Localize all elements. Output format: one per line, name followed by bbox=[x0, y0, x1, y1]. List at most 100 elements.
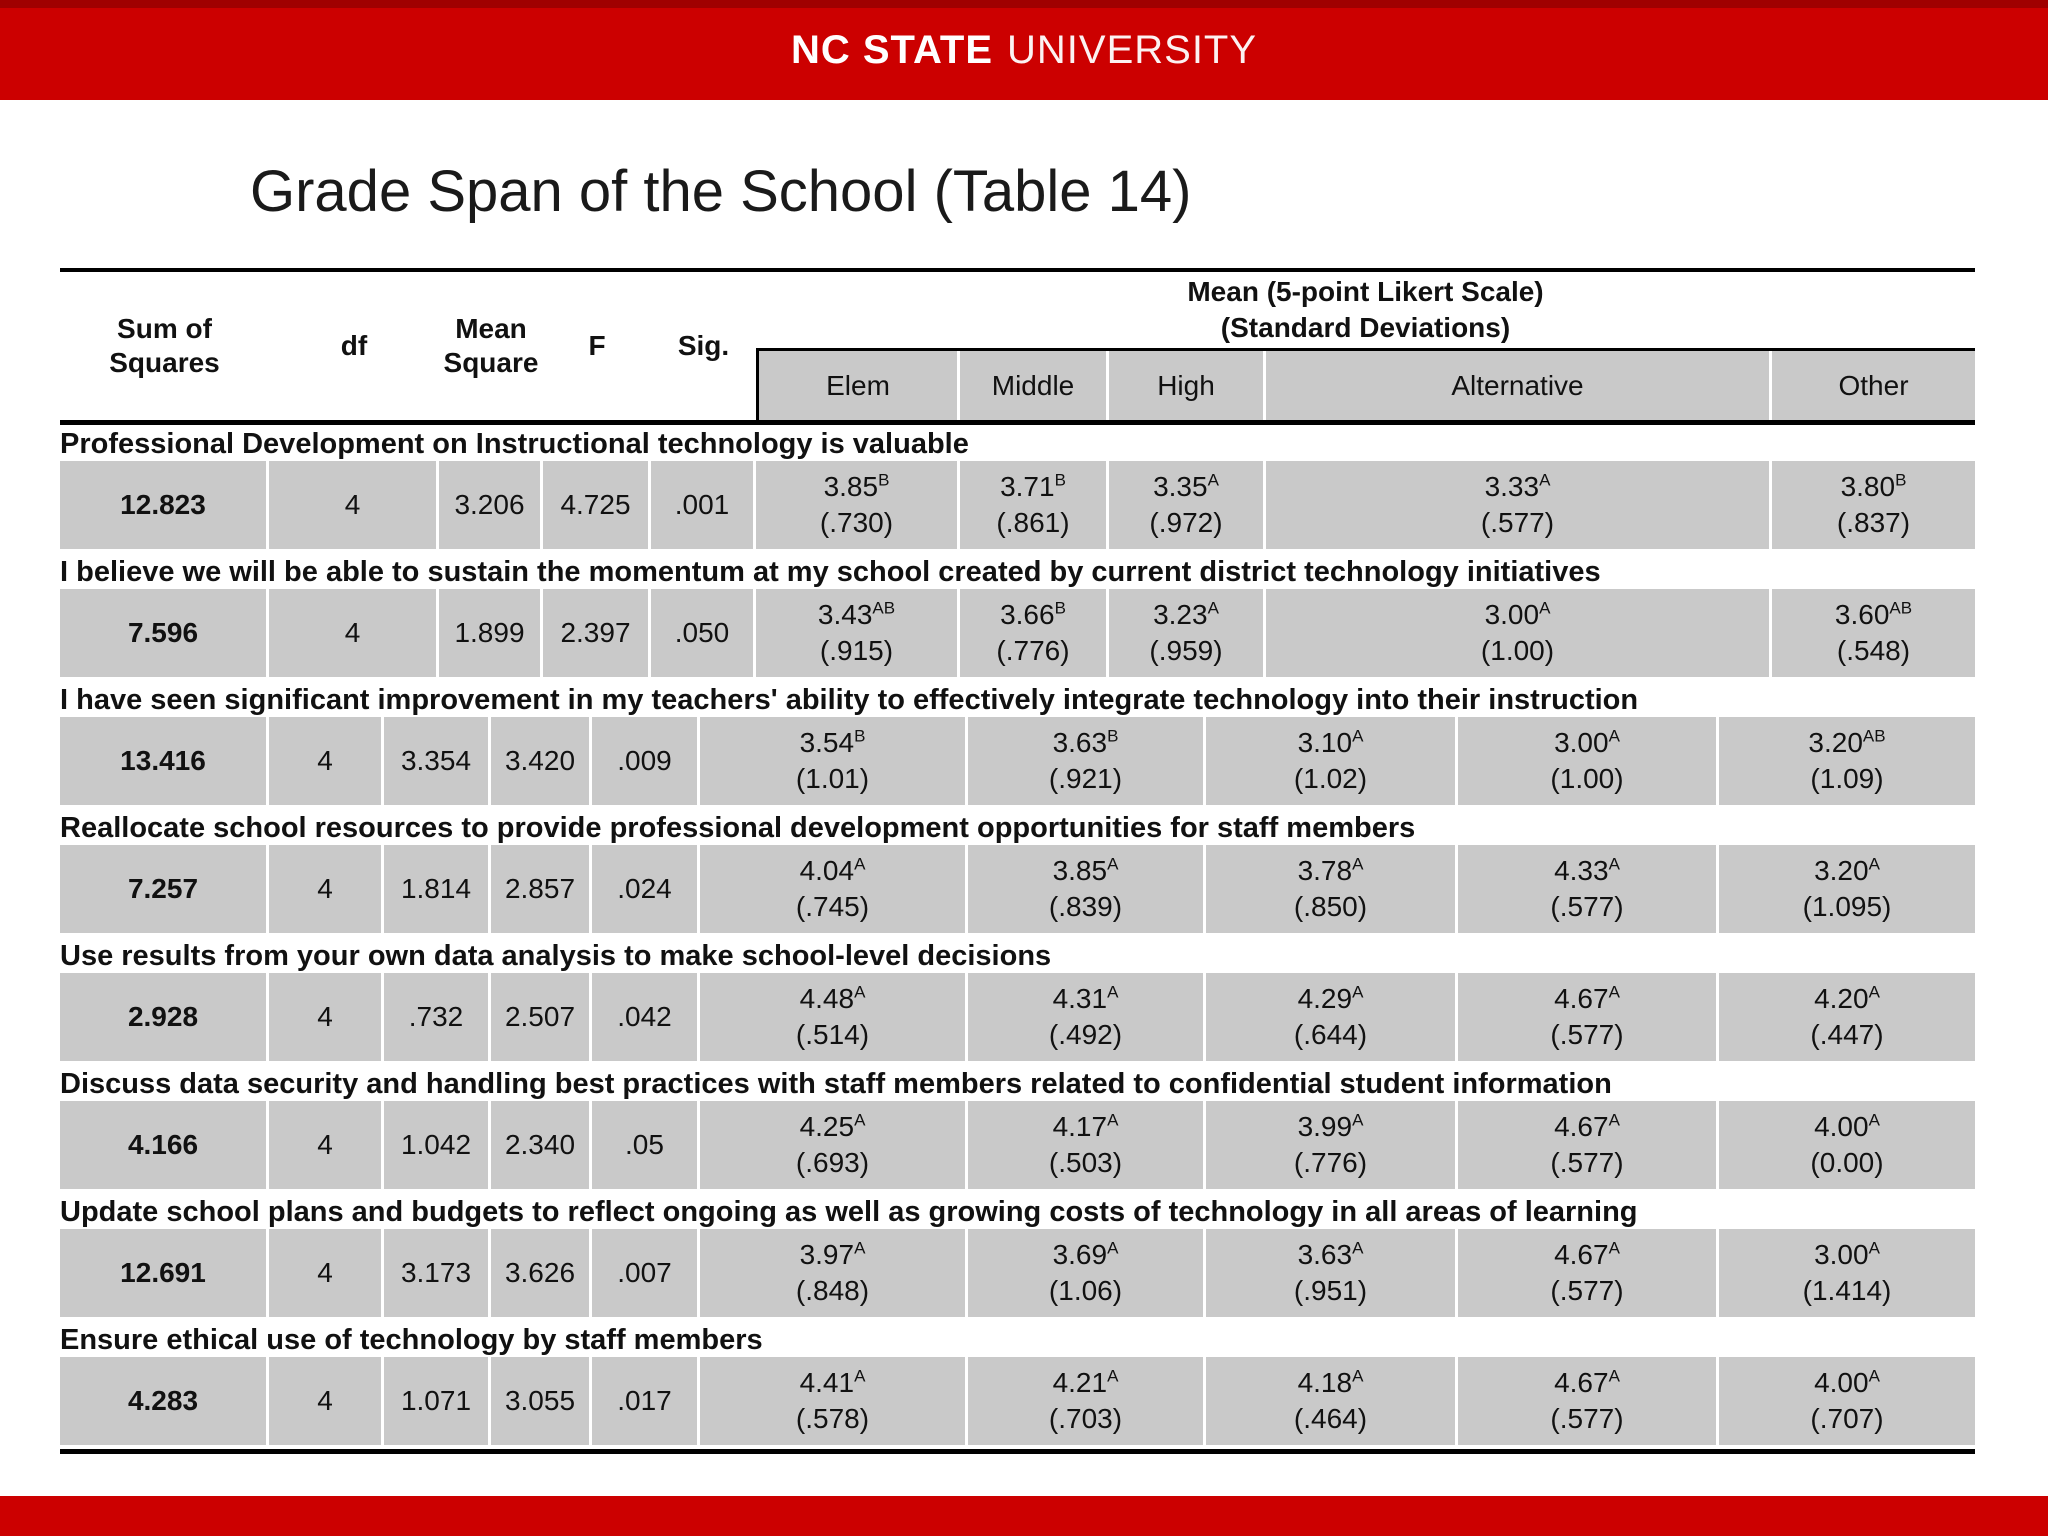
row-group: Update school plans and budgets to refle… bbox=[60, 1193, 1975, 1317]
significance-superscript: A bbox=[1868, 982, 1880, 1002]
significance-superscript: A bbox=[1107, 1366, 1119, 1386]
stat-cell: .024 bbox=[592, 845, 700, 933]
row-data: 7.596 4 1.899 2.397.050 3.43AB (.915) 3.66B (.7… bbox=[60, 589, 1975, 677]
stat-cell: 7.596 bbox=[60, 589, 269, 677]
stat-cell: .050 bbox=[651, 589, 756, 677]
mean-cell: 4.00A (0.00) bbox=[1719, 1101, 1975, 1189]
row-group: Reallocate school resources to provide p… bbox=[60, 809, 1975, 933]
mean-value: 3.00 bbox=[1554, 727, 1609, 758]
mean-value: 4.67 bbox=[1554, 983, 1609, 1014]
standard-deviation: (.644) bbox=[1293, 1019, 1368, 1050]
stat-cell: 2.507 bbox=[491, 973, 592, 1061]
mean-value: 3.00 bbox=[1814, 1239, 1869, 1270]
row-label: I believe we will be able to sustain the… bbox=[60, 555, 1601, 588]
likert-column-header: High bbox=[1109, 351, 1266, 420]
stat-cell: 4 bbox=[269, 1101, 384, 1189]
standard-deviation: (.577) bbox=[1550, 891, 1624, 922]
mean-value: 3.85 bbox=[1052, 855, 1108, 886]
stat-cell: 4.166 bbox=[60, 1101, 269, 1189]
stat-column-header: Sum of Squares bbox=[109, 313, 220, 378]
significance-superscript: A bbox=[1352, 726, 1364, 746]
mean-cell: 3.63A (.951) bbox=[1206, 1229, 1458, 1317]
standard-deviation: (.776) bbox=[1293, 1147, 1368, 1178]
significance-superscript: AB bbox=[1889, 598, 1913, 618]
mean-value: 3.43 bbox=[817, 599, 873, 630]
mean-cell: 3.80B (.837) bbox=[1772, 461, 1975, 549]
mean-value: 4.67 bbox=[1554, 1239, 1609, 1270]
stat-cell: .009 bbox=[592, 717, 700, 805]
standard-deviation: (.915) bbox=[819, 635, 894, 666]
mean-cell: 4.20A (.447) bbox=[1719, 973, 1975, 1061]
mean-value: 3.20 bbox=[1814, 855, 1869, 886]
row-group: I have seen significant improvement in m… bbox=[60, 681, 1975, 805]
row-group: I believe we will be able to sustain the… bbox=[60, 553, 1975, 677]
mean-cell: 3.43AB (.915) bbox=[756, 589, 960, 677]
significance-superscript: A bbox=[854, 1366, 866, 1386]
significance-superscript: B bbox=[1895, 470, 1907, 490]
significance-superscript: A bbox=[1352, 982, 1364, 1002]
standard-deviation: (1.09) bbox=[1810, 763, 1884, 794]
stat-column-header: F bbox=[588, 330, 606, 361]
significance-superscript: A bbox=[1352, 854, 1364, 874]
mean-value: 3.63 bbox=[1297, 1239, 1353, 1270]
stat-cell: 4 bbox=[269, 461, 439, 549]
standard-deviation: (.959) bbox=[1149, 635, 1223, 666]
row-label: Professional Development on Instructiona… bbox=[60, 427, 969, 460]
stat-cell: 12.823 bbox=[60, 461, 269, 549]
stat-cell: 4 bbox=[269, 1357, 384, 1445]
standard-deviation: (0.00) bbox=[1810, 1147, 1884, 1178]
stat-column-header: df bbox=[340, 330, 368, 361]
standard-deviation: (.577) bbox=[1550, 1019, 1624, 1050]
mean-value: 3.35 bbox=[1153, 471, 1208, 502]
significance-superscript: A bbox=[1868, 1238, 1880, 1258]
standard-deviation: (.464) bbox=[1293, 1403, 1368, 1434]
significance-superscript: A bbox=[1207, 598, 1219, 618]
mean-cell: 3.66B (.776) bbox=[960, 589, 1109, 677]
standard-deviation: (1.02) bbox=[1293, 763, 1368, 794]
mean-cell: 3.97A (.848) bbox=[700, 1229, 968, 1317]
stat-cell: 2.340 bbox=[491, 1101, 592, 1189]
stat-cell: .042 bbox=[592, 973, 700, 1061]
mean-cell: 3.35A (.972) bbox=[1109, 461, 1266, 549]
mean-cell: 4.48A (.514) bbox=[700, 973, 968, 1061]
significance-superscript: B bbox=[854, 726, 866, 746]
significance-superscript: A bbox=[1608, 982, 1620, 1002]
brand-name-bold: NC STATE bbox=[790, 27, 993, 72]
standard-deviation: (.951) bbox=[1293, 1275, 1368, 1306]
mean-value: 4.20 bbox=[1814, 983, 1869, 1014]
significance-superscript: A bbox=[1608, 854, 1620, 874]
nc-state-logo: NC STATE UNIVERSITY bbox=[0, 0, 2048, 100]
stat-cell: 13.416 bbox=[60, 717, 269, 805]
significance-superscript: AB bbox=[872, 598, 896, 618]
row-label: Update school plans and budgets to refle… bbox=[60, 1195, 1638, 1228]
stat-cell: 12.691 bbox=[60, 1229, 269, 1317]
mean-value: 4.18 bbox=[1297, 1367, 1353, 1398]
likert-column-header: Middle bbox=[960, 351, 1109, 420]
stat-cell: 1.814 bbox=[384, 845, 491, 933]
standard-deviation: (.839) bbox=[1048, 891, 1123, 922]
stat-cell: 7.257 bbox=[60, 845, 269, 933]
standard-deviation: (.577) bbox=[1550, 1147, 1624, 1178]
mean-value: 3.10 bbox=[1297, 727, 1353, 758]
standard-deviation: (.730) bbox=[819, 507, 894, 538]
likert-header-line1: Mean (5-point Likert Scale) bbox=[1187, 276, 1544, 307]
mean-value: 4.31 bbox=[1052, 983, 1108, 1014]
stat-cell: 3.206 bbox=[439, 461, 543, 549]
mean-value: 4.67 bbox=[1554, 1367, 1609, 1398]
standard-deviation: (.514) bbox=[795, 1019, 870, 1050]
table-bottom-border bbox=[60, 1449, 1975, 1454]
standard-deviation: (.693) bbox=[795, 1147, 870, 1178]
mean-cell: 3.54B (1.01) bbox=[700, 717, 968, 805]
row-data: 7.257 4 1.814 2.857.024 4.04A (.745) 3.85A (.83… bbox=[60, 845, 1975, 933]
table-header: Sum of Squares df Mean Square F Sig. Mean (5… bbox=[60, 272, 1975, 425]
stat-cell: 4 bbox=[269, 589, 439, 677]
anova-table: Sum of Squares df Mean Square F Sig. Mean (5… bbox=[60, 268, 1975, 1454]
mean-cell: 3.99A (.776) bbox=[1206, 1101, 1458, 1189]
row-group: Professional Development on Instructiona… bbox=[60, 425, 1975, 549]
standard-deviation: (1.414) bbox=[1802, 1275, 1892, 1306]
mean-value: 4.04 bbox=[799, 855, 855, 886]
mean-cell: 4.25A (.693) bbox=[700, 1101, 968, 1189]
likert-column-header: Elem bbox=[759, 351, 960, 420]
significance-superscript: A bbox=[854, 854, 866, 874]
stat-cell: 3.626 bbox=[491, 1229, 592, 1317]
